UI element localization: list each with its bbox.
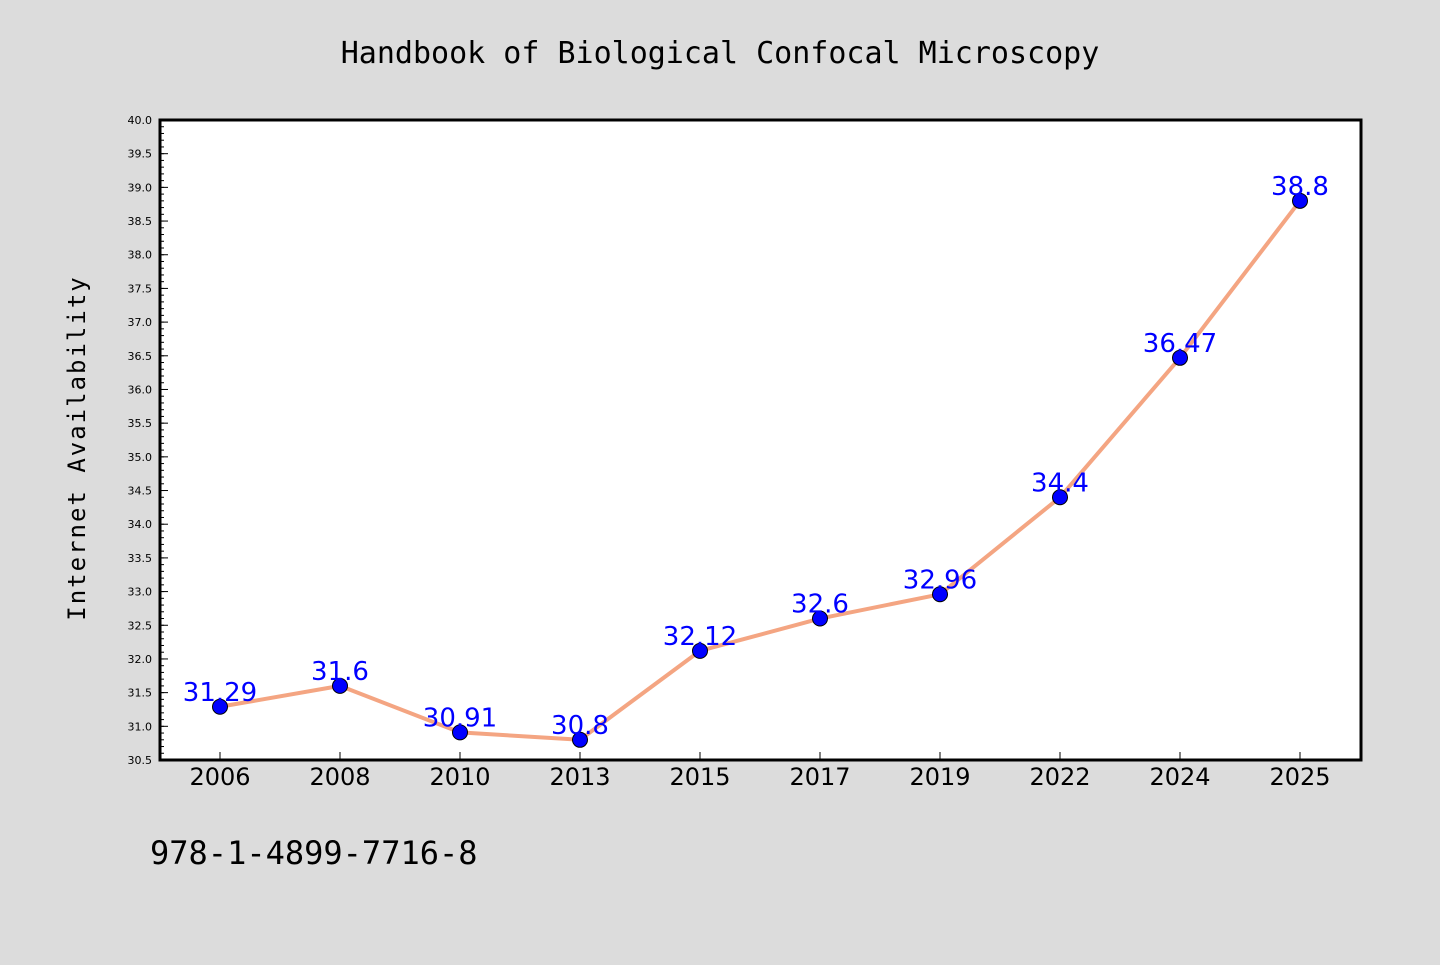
x-tick-label: 2010 (429, 763, 490, 791)
y-tick-label: 31.0 (128, 720, 153, 733)
data-label: 31.29 (183, 678, 257, 708)
y-tick-label: 37.5 (128, 282, 153, 295)
data-point (1052, 489, 1068, 506)
data-point (452, 724, 468, 741)
data-point (572, 731, 588, 748)
data-point (932, 586, 948, 603)
x-tick-label: 2025 (1269, 763, 1330, 791)
y-tick-label: 37.0 (128, 316, 153, 329)
data-point (812, 610, 828, 627)
y-tick-label: 36.0 (128, 383, 153, 396)
y-axis-label: Internet Availability (63, 275, 91, 620)
y-tick-label: 34.0 (128, 518, 153, 531)
x-tick-label: 2013 (549, 763, 610, 791)
y-tick-label: 40.0 (128, 114, 153, 127)
y-tick-label: 32.0 (128, 653, 153, 666)
data-point (1292, 192, 1308, 209)
y-tick-label: 39.0 (128, 181, 153, 194)
chart-title: Handbook of Biological Confocal Microsco… (341, 36, 1100, 71)
data-label: 34.4 (1031, 468, 1089, 498)
x-axis: 2006 2008 2010 2013 2015 2017 2019 2022 2024 2025 (189, 752, 1331, 791)
plot-area (160, 120, 1361, 760)
data-point (332, 677, 348, 694)
x-tick-label: 2017 (789, 763, 850, 791)
y-tick-label: 32.5 (128, 619, 153, 632)
y-tick-label: 31.5 (128, 687, 153, 700)
y-tick-label: 38.5 (128, 215, 153, 228)
data-point (692, 642, 708, 659)
isbn-footnote: 978-1-4899-7716-8 (150, 834, 478, 872)
x-tick-label: 2022 (1029, 763, 1090, 791)
x-tick-label: 2006 (189, 763, 250, 791)
data-label: 32.6 (791, 590, 849, 620)
y-axis: 30.5 31.0 31.5 32.0 32.5 33.0 33.5 34.0 34.5 35.0… (128, 114, 168, 767)
data-point (212, 698, 228, 715)
data-label: 38.8 (1271, 172, 1329, 202)
data-label: 31.6 (311, 657, 369, 687)
y-tick-label: 38.0 (128, 249, 153, 262)
x-tick-label: 2015 (669, 763, 730, 791)
series-line (219, 199, 1302, 742)
series-layer: 31.29 31.6 30.91 30.8 32.12 32.6 32.96 34.4 36.4… (183, 172, 1329, 748)
data-label: 32.96 (903, 565, 977, 595)
y-tick-label: 30.5 (128, 754, 153, 767)
data-label: 30.91 (423, 703, 497, 733)
data-point (1172, 349, 1188, 366)
y-tick-label: 34.5 (128, 485, 153, 498)
y-tick-label: 33.0 (128, 586, 153, 599)
plot-frame (158, 118, 1363, 762)
y-tick-label: 35.0 (128, 451, 153, 464)
y-tick-label: 35.5 (128, 417, 153, 430)
data-label: 30.8 (551, 711, 609, 741)
x-tick-label: 2024 (1149, 763, 1210, 791)
y-tick-label: 39.5 (128, 148, 153, 161)
y-tick-label: 36.5 (128, 350, 153, 363)
data-label: 36.47 (1143, 329, 1217, 359)
y-tick-label: 33.5 (128, 552, 153, 565)
x-tick-label: 2019 (909, 763, 970, 791)
data-label: 32.12 (663, 622, 737, 652)
x-tick-label: 2008 (309, 763, 370, 791)
